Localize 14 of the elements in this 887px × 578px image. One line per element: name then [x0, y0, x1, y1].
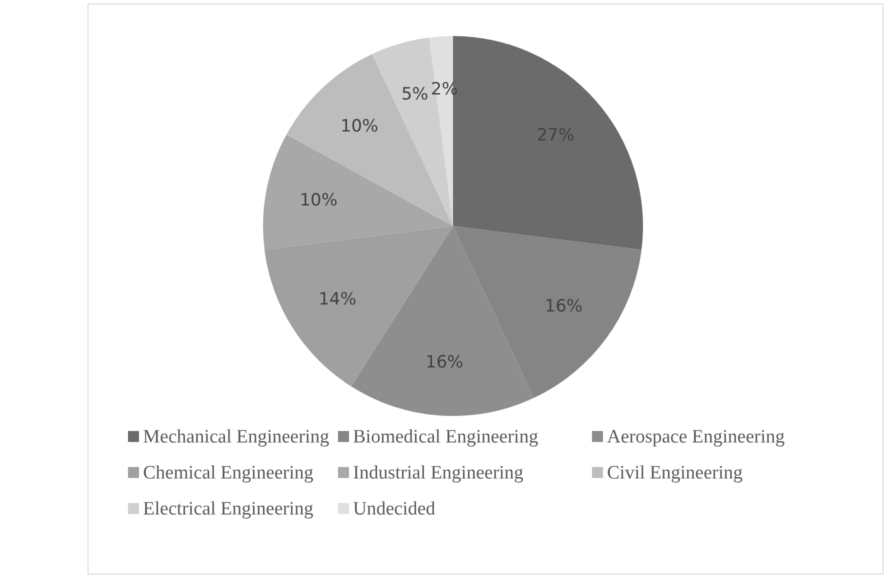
legend-label: Electrical Engineering	[143, 498, 314, 520]
legend-label: Aerospace Engineering	[607, 426, 786, 448]
legend-label: Chemical Engineering	[143, 462, 314, 484]
data-label: 10%	[340, 116, 378, 136]
data-label: 16%	[426, 352, 464, 373]
data-label: 10%	[300, 190, 338, 210]
legend-label: Biomedical Engineering	[353, 426, 539, 448]
legend-label: Civil Engineering	[607, 462, 744, 484]
legend-label: Undecided	[353, 498, 436, 520]
legend-label: Industrial Engineering	[353, 462, 524, 484]
data-label: 5%	[401, 84, 428, 105]
data-label: 14%	[318, 289, 356, 310]
legend-label: Mechanical Engineering	[143, 426, 330, 448]
data-label: 16%	[544, 296, 583, 316]
